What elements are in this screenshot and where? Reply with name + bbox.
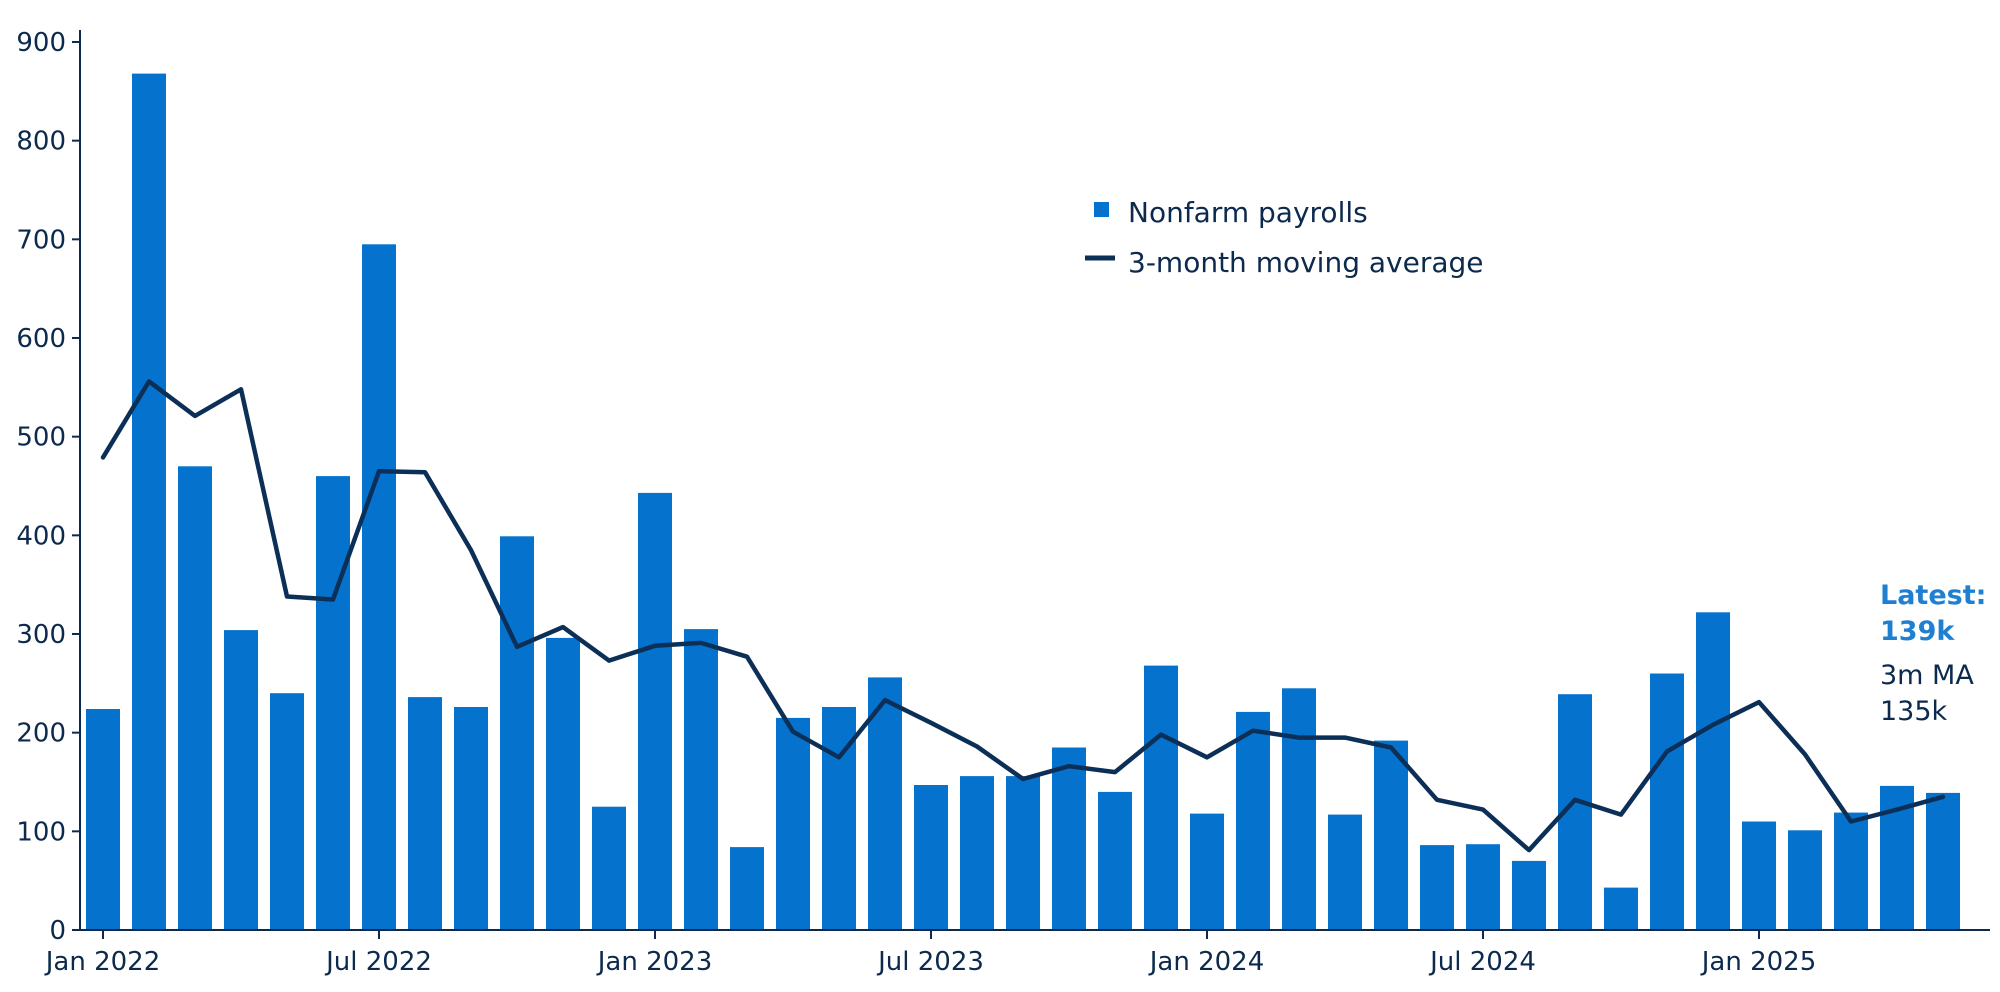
latest-label: Latest: (1880, 580, 1986, 611)
bar-2023-10 (1052, 747, 1086, 930)
bar-2022-12 (592, 806, 626, 930)
bar-2023-11 (1098, 791, 1132, 930)
bar-2024-01 (1190, 813, 1224, 930)
y-tick-label-100: 100 (16, 817, 66, 847)
bar-2024-02 (1236, 711, 1270, 930)
legend-label-nonfarm-payrolls: Nonfarm payrolls (1128, 196, 1368, 229)
bar-2023-08 (960, 776, 994, 930)
x-tick-label-0: Jan 2022 (44, 947, 161, 977)
bar-2025-03 (1834, 812, 1868, 930)
bars-layer (86, 73, 1960, 931)
bar-2022-10 (500, 536, 534, 930)
bar-2023-09 (1006, 776, 1040, 930)
x-tick-label-24: Jan 2024 (1148, 947, 1265, 977)
bar-2024-03 (1282, 688, 1316, 930)
bar-2024-06 (1420, 845, 1454, 930)
bar-2024-04 (1328, 814, 1362, 930)
bar-2023-07 (914, 785, 948, 930)
x-tick-label-18: Jul 2023 (876, 947, 984, 977)
y-tick-label-700: 700 (16, 225, 66, 255)
bar-2025-01 (1742, 821, 1776, 930)
bar-2024-08 (1512, 860, 1546, 930)
y-tick-label-200: 200 (16, 719, 66, 749)
bar-2022-03 (178, 466, 212, 930)
bar-2023-03 (730, 847, 764, 930)
y-tick-label-0: 0 (49, 916, 66, 946)
bar-2023-12 (1144, 665, 1178, 930)
latest-annotation: Latest: 139k 3m MA 135k (1880, 580, 1986, 727)
bar-2023-01 (638, 492, 672, 930)
x-tick-label-36: Jan 2025 (1700, 947, 1817, 977)
y-tick-label-900: 900 (16, 28, 66, 58)
x-tick-label-30: Jul 2024 (1428, 947, 1536, 977)
y-tick-label-400: 400 (16, 521, 66, 551)
legend-swatch-nonfarm-payrolls (1094, 202, 1109, 217)
latest-value: 139k (1880, 616, 1955, 647)
moving-average-layer (100, 379, 1946, 853)
moving-average-line (100, 379, 1946, 853)
bar-2024-10 (1604, 887, 1638, 930)
bar-2025-05 (1926, 792, 1960, 930)
bar-2022-02 (132, 73, 166, 931)
y-tick-label-600: 600 (16, 324, 66, 354)
bar-2023-06 (868, 677, 902, 930)
ma-value: 135k (1880, 696, 1948, 727)
bar-2022-04 (224, 630, 258, 930)
x-tick-label-12: Jan 2023 (596, 947, 713, 977)
bar-2022-09 (454, 707, 488, 930)
bar-2024-07 (1466, 844, 1500, 930)
bar-2022-07 (362, 244, 396, 931)
bar-2024-12 (1696, 612, 1730, 930)
legend-label-moving-average: 3-month moving average (1128, 246, 1484, 279)
y-tick-label-500: 500 (16, 423, 66, 453)
axes-layer: 0 100 200 300 400 500 600 700 800 900 Jan 2022 Jul … (16, 28, 1990, 977)
bar-2025-02 (1788, 830, 1822, 930)
legend: Nonfarm payrolls 3-month moving average (1085, 196, 1484, 279)
bar-2022-11 (546, 637, 580, 930)
x-tick-label-6: Jul 2022 (324, 947, 432, 977)
y-tick-label-800: 800 (16, 127, 66, 157)
bar-2023-04 (776, 717, 810, 930)
bar-2023-02 (684, 629, 718, 930)
bar-2024-11 (1650, 673, 1684, 930)
ma-label: 3m MA (1880, 660, 1974, 691)
bar-2022-01 (86, 709, 120, 930)
bar-2022-06 (316, 476, 350, 930)
bar-2024-05 (1374, 740, 1408, 930)
bar-2022-08 (408, 697, 442, 930)
bar-2022-05 (270, 693, 304, 930)
y-tick-label-300: 300 (16, 620, 66, 650)
